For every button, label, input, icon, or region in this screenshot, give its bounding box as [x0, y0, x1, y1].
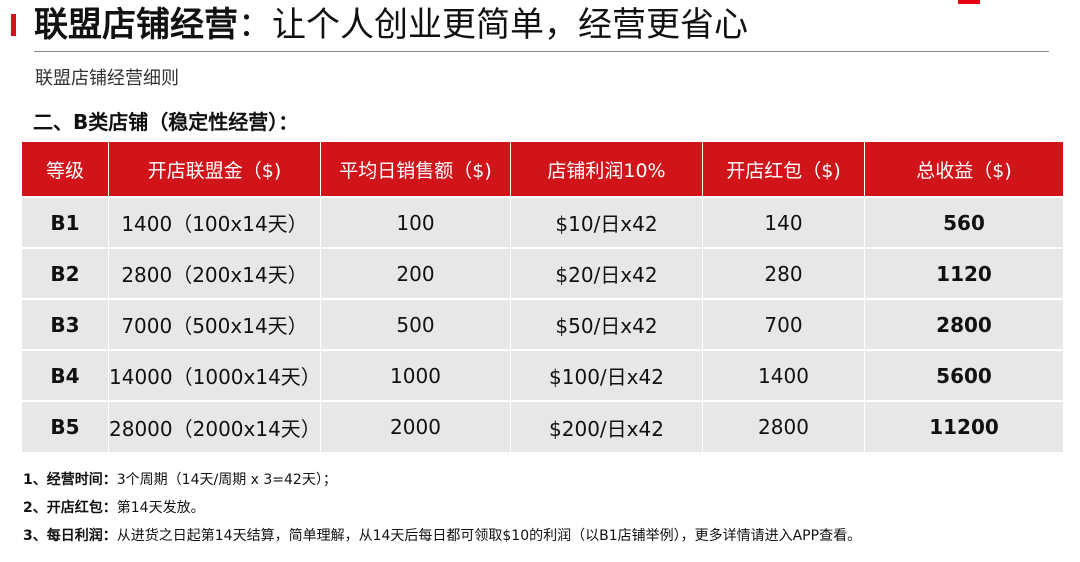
table-row: B1 1400（100x14天） 100 $10/日x42 140 560	[21, 196, 1064, 248]
title-accent-bar	[11, 14, 16, 36]
header-deposit: 开店联盟金（$)	[108, 142, 321, 197]
cell-total: 1120	[864, 247, 1064, 299]
note-text: 从进货之日起第14天结算，简单理解，从14天后每日都可领取$10的利润（以B1店…	[116, 528, 862, 544]
cell-total: 2800	[864, 298, 1064, 350]
cell-bonus: 2800	[702, 400, 865, 452]
corner-mark	[958, 0, 980, 4]
table-header-row: 等级 开店联盟金（$) 平均日销售额（$) 店铺利润10% 开店红包（$) 总收…	[21, 142, 1064, 197]
header-profit: 店铺利润10%	[510, 142, 703, 197]
note-text: 3个周期（14天/周期 x 3=42天）；	[116, 472, 337, 488]
cell-bonus: 280	[702, 247, 865, 299]
cell-profit: $100/日x42	[510, 349, 703, 401]
header-level: 等级	[21, 142, 109, 197]
cell-bonus: 1400	[702, 349, 865, 401]
table-row: B4 14000（1000x14天） 1000 $100/日x42 1400 5…	[21, 349, 1064, 401]
cell-daily-sales: 100	[320, 196, 511, 248]
cell-daily-sales: 200	[320, 247, 511, 299]
page-title-bold: 联盟店铺经营	[34, 5, 238, 45]
header-total: 总收益（$)	[864, 142, 1064, 197]
note-item: 3、每日利润：从进货之日起第14天结算，简单理解，从14天后每日都可领取$10的…	[23, 522, 861, 550]
page-title: 联盟店铺经营：让个人创业更简单，经营更省心	[34, 0, 748, 50]
cell-level: B1	[21, 196, 109, 248]
cell-deposit: 28000（2000x14天）	[108, 400, 321, 452]
cell-total: 11200	[864, 400, 1064, 452]
cell-profit: $50/日x42	[510, 298, 703, 350]
cell-profit: $200/日x42	[510, 400, 703, 452]
note-text: 第14天发放。	[116, 500, 205, 516]
note-label: 3、每日利润：	[23, 528, 117, 544]
store-table: 等级 开店联盟金（$) 平均日销售额（$) 店铺利润10% 开店红包（$) 总收…	[21, 142, 1064, 452]
cell-daily-sales: 1000	[320, 349, 511, 401]
table-row: B2 2800（200x14天） 200 $20/日x42 280 1120	[21, 247, 1064, 299]
cell-bonus: 140	[702, 196, 865, 248]
section-title: 二、B类店铺（稳定性经营）：	[33, 110, 299, 134]
notes: 1、经营时间：3个周期（14天/周期 x 3=42天）； 2、开店红包：第14天…	[23, 466, 861, 550]
header-bonus: 开店红包（$)	[702, 142, 865, 197]
note-label: 2、开店红包：	[23, 500, 117, 516]
cell-total: 5600	[864, 349, 1064, 401]
cell-level: B3	[21, 298, 109, 350]
cell-level: B4	[21, 349, 109, 401]
note-item: 2、开店红包：第14天发放。	[23, 494, 861, 522]
subtitle: 联盟店铺经营细则	[35, 68, 179, 89]
note-label: 1、经营时间：	[23, 472, 117, 488]
cell-level: B2	[21, 247, 109, 299]
cell-daily-sales: 500	[320, 298, 511, 350]
table-row: B3 7000（500x14天） 500 $50/日x42 700 2800	[21, 298, 1064, 350]
page-title-rest: ：让个人创业更简单，经营更省心	[238, 5, 748, 45]
cell-level: B5	[21, 400, 109, 452]
cell-profit: $10/日x42	[510, 196, 703, 248]
cell-deposit: 14000（1000x14天）	[108, 349, 321, 401]
table-row: B5 28000（2000x14天） 2000 $200/日x42 2800 1…	[21, 400, 1064, 452]
cell-deposit: 1400（100x14天）	[108, 196, 321, 248]
cell-total: 560	[864, 196, 1064, 248]
header-daily-sales: 平均日销售额（$)	[320, 142, 511, 197]
cell-deposit: 7000（500x14天）	[108, 298, 321, 350]
cell-deposit: 2800（200x14天）	[108, 247, 321, 299]
cell-daily-sales: 2000	[320, 400, 511, 452]
cell-profit: $20/日x42	[510, 247, 703, 299]
title-divider	[34, 51, 1049, 52]
note-item: 1、经营时间：3个周期（14天/周期 x 3=42天）；	[23, 466, 861, 494]
cell-bonus: 700	[702, 298, 865, 350]
